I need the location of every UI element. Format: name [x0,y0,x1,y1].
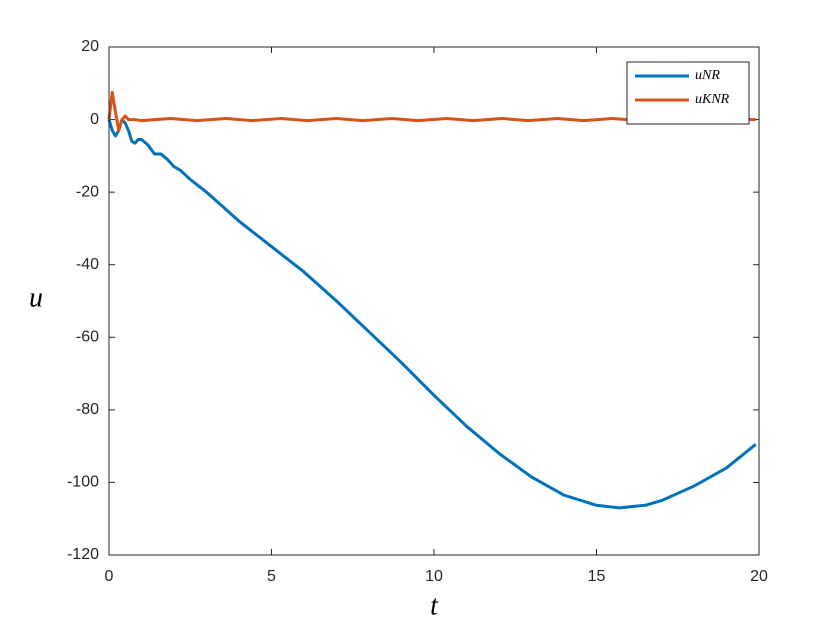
data-line [107,90,756,132]
y-tick-label: -120 [67,546,99,563]
legend-label: uNR [695,68,720,83]
x-tick-label: 15 [588,568,606,585]
y-tick-label: -60 [76,329,99,346]
y-tick-label: -20 [76,183,99,200]
y-tick-label: 20 [81,38,99,55]
x-tick-label: 20 [750,568,768,585]
plot-frame [108,46,760,556]
x-tick-label: 10 [425,568,443,585]
legend-box [626,61,750,125]
x-axis-title: t [430,590,439,621]
y-axis-title: u [29,282,43,313]
x-tick-label: 0 [105,568,114,585]
data-line [107,118,757,510]
legend-label: uKNR [695,92,730,107]
y-tick-label: -40 [76,256,99,273]
y-tick-label: 0 [90,111,99,128]
y-tick-label: -80 [76,401,99,418]
x-tick-label: 5 [267,568,276,585]
y-tick-label: -100 [67,474,99,491]
